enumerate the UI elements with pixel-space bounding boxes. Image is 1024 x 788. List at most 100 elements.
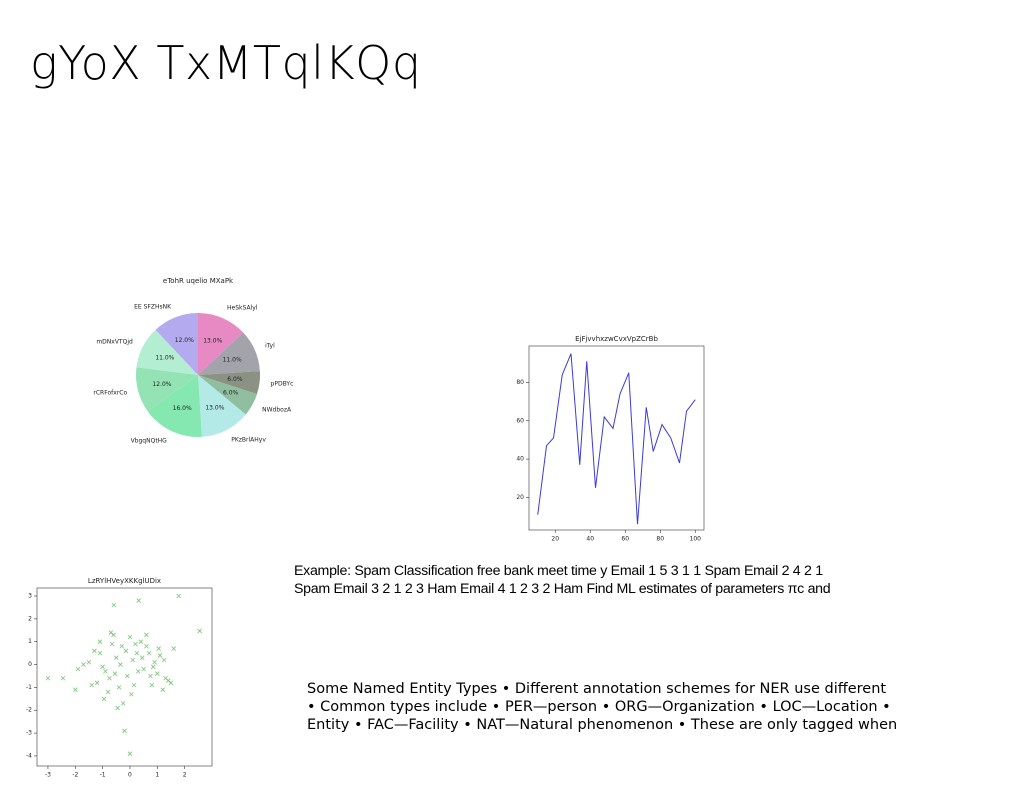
text-line: Some Named Entity Types • Different anno…: [307, 681, 887, 697]
scatter-point: [109, 641, 115, 647]
scatter-point: [141, 666, 146, 672]
slice-label: iTyl: [265, 342, 275, 349]
scatter-point: [155, 671, 160, 676]
scatter-point: [45, 675, 51, 681]
y-tick-label: 3: [28, 592, 32, 599]
scatter-point: [75, 666, 81, 672]
text-line: Example: Spam Classification free bank m…: [294, 563, 823, 579]
scatter-point: [122, 728, 127, 734]
scatter-point: [133, 641, 138, 647]
scatter-point: [101, 696, 107, 702]
scatter-point: [146, 650, 152, 656]
scatter-point: [107, 675, 112, 681]
x-tick-label: 40: [586, 536, 594, 543]
scatter-point: [124, 673, 130, 679]
scatter-point: [171, 646, 177, 651]
value-label: 12.0%: [175, 337, 194, 344]
scatter-point: [123, 648, 129, 654]
x-tick-label: 100: [690, 536, 702, 543]
scatter-point: [100, 664, 105, 670]
scatter-point: [111, 602, 117, 608]
scatter-point: [97, 650, 103, 656]
y-tick-label: 80: [516, 379, 524, 386]
pie-slice: [198, 313, 244, 375]
scatter-point: [149, 682, 155, 688]
x-tick-label: -1: [100, 772, 106, 779]
y-tick-label: 20: [516, 494, 524, 501]
slice-label: pPDBYc: [271, 381, 294, 388]
pie-slice: [198, 375, 246, 437]
scatter-point: [135, 669, 141, 674]
scatter-point: [160, 687, 166, 692]
y-tick-label: 40: [516, 456, 524, 463]
pie-slice: [136, 367, 198, 412]
scatter-point: [116, 685, 122, 690]
scatter-point: [89, 682, 94, 688]
scatter-point: [92, 648, 97, 654]
scatter-point: [114, 655, 119, 660]
scatter-point: [144, 632, 149, 638]
pie-slice: [198, 332, 260, 375]
scatter-point: [120, 701, 126, 706]
slice-label: mDNxVTQjd: [96, 338, 133, 345]
x-tick-label: -3: [45, 772, 51, 779]
y-tick-label: -2: [26, 707, 32, 714]
x-tick-label: 2: [183, 772, 187, 779]
value-label: 16.0%: [173, 405, 192, 412]
scatter-point: [129, 691, 134, 697]
scatter-point: [127, 751, 133, 756]
value-label: 11.0%: [155, 355, 174, 362]
scatter-point: [168, 680, 174, 686]
scatter-point: [103, 669, 108, 674]
scatter-point: [134, 650, 140, 656]
text-line: Entity • FAC—Facility • NAT—Natural phen…: [307, 717, 898, 733]
scatter-point: [72, 687, 78, 692]
chart-title: LzRYlHVeyXKKglUDix: [88, 577, 161, 585]
scatter-point: [156, 646, 161, 651]
slice-label: rCRFofxrCo: [93, 390, 127, 397]
y-tick-label: 1: [28, 638, 32, 645]
x-tick-label: 20: [551, 536, 559, 543]
value-label: 13.0%: [205, 405, 224, 412]
scatter-point: [138, 639, 144, 644]
scatter-point: [127, 634, 133, 640]
scatter-point: [94, 680, 100, 686]
scatter-point: [161, 657, 167, 663]
scatter-point: [139, 655, 145, 660]
slice-label: NWdbozA: [262, 407, 292, 414]
x-tick-label: 0: [128, 772, 132, 779]
scatter-point: [86, 659, 92, 665]
value-label: 6.0%: [227, 376, 243, 383]
scatter-point: [108, 630, 114, 635]
y-tick-label: -4: [26, 752, 32, 759]
scatter-point: [130, 657, 135, 663]
value-label: 13.0%: [203, 337, 222, 344]
scatter-point: [157, 653, 163, 658]
value-label: 11.0%: [223, 357, 242, 364]
plot-frame: [528, 345, 705, 531]
scatter-point: [136, 598, 142, 603]
chart-title: eTohR uqelio MXaPk: [163, 277, 234, 285]
y-tick-label: -3: [26, 730, 32, 737]
value-label: 12.0%: [152, 381, 171, 388]
slice-label: EE SFZHsNK: [134, 303, 172, 310]
pie-slice: [198, 375, 257, 415]
slide-title: gYoX TxMTqlKQq: [30, 36, 422, 90]
slice-label: PKzBrlAHyv: [231, 437, 266, 444]
pie-slice: [147, 375, 202, 437]
plot-frame: [36, 587, 213, 767]
scatter-point: [176, 593, 181, 599]
x-tick-label: 1: [155, 772, 159, 779]
y-tick-label: 2: [28, 615, 32, 622]
text-block: Example: Spam Classification free bank m…: [294, 562, 831, 598]
y-tick-label: 0: [28, 661, 32, 668]
slice-label: HeSkSAlyl: [227, 304, 258, 311]
scatter-point: [150, 664, 156, 670]
pie-slice: [198, 371, 260, 395]
scatter-point: [144, 643, 149, 649]
scatter-point: [118, 662, 123, 667]
text-line: • Common types include • PER—person • OR…: [307, 699, 891, 715]
x-tick-label: -2: [72, 772, 78, 779]
